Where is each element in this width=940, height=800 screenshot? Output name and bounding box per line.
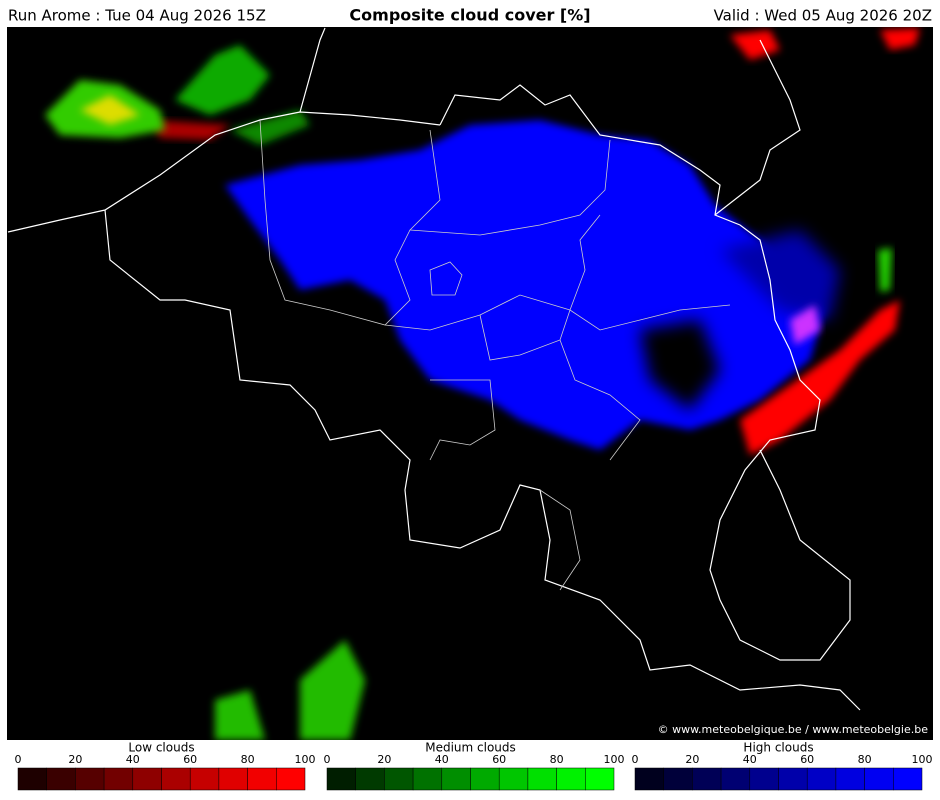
legend-tick-label: 100 — [912, 753, 933, 766]
color-cell — [720, 767, 751, 791]
color-cell — [384, 767, 414, 791]
color-cell — [247, 767, 277, 791]
legend-tick-label: 0 — [324, 753, 331, 766]
legend-tick-label: 80 — [550, 753, 564, 766]
legend-tick-label: 20 — [377, 753, 391, 766]
legend-tick-label: 0 — [15, 753, 22, 766]
color-cell — [663, 767, 693, 791]
color-cell — [46, 767, 76, 791]
color-cell — [692, 767, 722, 791]
color-cell — [441, 767, 471, 791]
legend-tick-label: 60 — [800, 753, 814, 766]
legend-tick-label: 0 — [632, 753, 639, 766]
color-cell — [893, 767, 923, 791]
map-title: Composite cloud cover [%] — [349, 6, 590, 25]
legend-tick-label: 100 — [295, 753, 316, 766]
color-cell — [585, 767, 615, 791]
color-cell — [189, 767, 220, 791]
legend-title: Medium clouds — [425, 741, 516, 755]
legend-tick-label: 40 — [743, 753, 757, 766]
legend-tick-label: 20 — [685, 753, 699, 766]
legends: Low clouds 0 20 40 60 80 100 Medium clouds 0 20 40… — [15, 741, 933, 791]
map: © www.meteobelgique.be / www.meteobelgie… — [7, 27, 933, 740]
color-cell — [17, 767, 47, 791]
legend: Medium clouds 0 20 40 60 80 100 — [324, 741, 625, 791]
color-cell — [161, 767, 191, 791]
color-cell — [276, 767, 306, 791]
legend-tick-label: 40 — [435, 753, 449, 766]
legend-title: High clouds — [743, 741, 813, 755]
legend: Low clouds 0 20 40 60 80 100 — [15, 741, 316, 791]
color-cell — [527, 767, 557, 791]
legend-tick-label: 100 — [604, 753, 625, 766]
legend-title: Low clouds — [128, 741, 194, 755]
credit: © www.meteobelgique.be / www.meteobelgie… — [658, 723, 929, 736]
legend-tick-label: 60 — [183, 753, 197, 766]
valid-info: Valid : Wed 05 Aug 2026 20Z — [714, 7, 932, 25]
color-cell — [75, 767, 105, 791]
color-cell — [132, 767, 162, 791]
color-cell — [103, 767, 134, 791]
color-cell — [412, 767, 443, 791]
color-cell — [218, 767, 248, 791]
color-cell — [498, 767, 529, 791]
run-info: Run Arome : Tue 04 Aug 2026 15Z — [8, 7, 266, 25]
color-cell — [556, 767, 586, 791]
legend-tick-label: 40 — [126, 753, 140, 766]
color-cell — [470, 767, 500, 791]
legend-tick-label: 20 — [68, 753, 82, 766]
color-cell — [835, 767, 865, 791]
color-cell — [326, 767, 356, 791]
legend: High clouds 0 20 40 60 80 100 — [632, 741, 933, 791]
legend-tick-label: 60 — [492, 753, 506, 766]
color-cell — [778, 767, 808, 791]
color-cell — [634, 767, 664, 791]
color-cell — [355, 767, 385, 791]
color-cell — [864, 767, 894, 791]
color-cell — [806, 767, 837, 791]
legend-tick-label: 80 — [858, 753, 872, 766]
legend-tick-label: 80 — [241, 753, 255, 766]
color-cell — [749, 767, 779, 791]
